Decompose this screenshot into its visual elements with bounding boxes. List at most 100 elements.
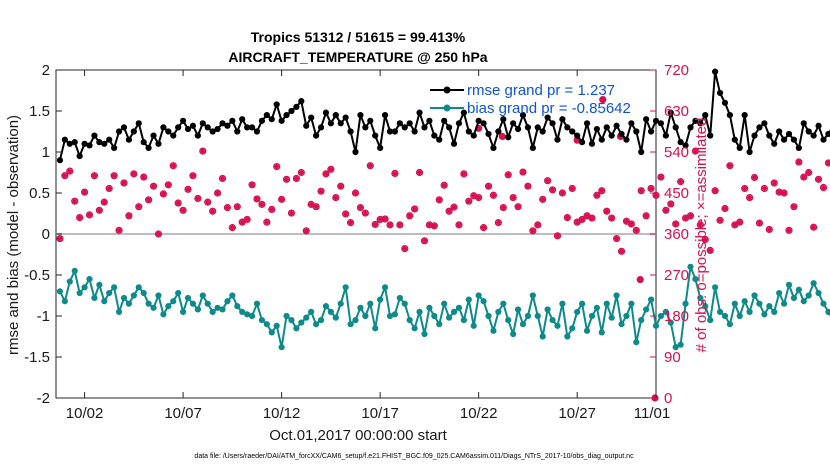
obs-assimilated-point xyxy=(682,214,689,222)
bias-point xyxy=(194,306,201,313)
obs-assimilated-point xyxy=(475,194,482,201)
rmse-series xyxy=(56,68,830,164)
bias-point xyxy=(736,312,743,320)
rmse-point xyxy=(115,128,123,135)
x-tick-label: 10/07 xyxy=(164,405,202,422)
obs-assimilated-point xyxy=(224,204,231,211)
obs-assimilated-point xyxy=(485,182,492,190)
rmse-point xyxy=(120,124,128,131)
y-axis-label-left: rmse and bias (model - observation) xyxy=(5,115,22,355)
rmse-point xyxy=(278,117,285,124)
rmse-point xyxy=(322,109,330,116)
obs-assimilated-point xyxy=(539,196,546,203)
bias-point xyxy=(569,325,576,332)
rmse-point xyxy=(81,140,88,147)
rmse-point xyxy=(189,122,197,129)
rmse-point xyxy=(712,68,719,75)
bias-point xyxy=(495,308,502,315)
obs-assimilated-point xyxy=(150,182,157,190)
rmse-point xyxy=(401,124,408,131)
rmse-point xyxy=(574,132,581,139)
bias-point xyxy=(618,321,625,328)
obs-assimilated-point xyxy=(761,185,768,192)
obs-assimilated-point xyxy=(692,147,699,155)
obs-assimilated-point xyxy=(421,237,428,245)
legend-rmse-label: rmse grand pr = 1.237 xyxy=(467,82,615,99)
bias-point xyxy=(288,317,295,324)
bias-point xyxy=(298,319,305,326)
rmse-point xyxy=(667,109,674,116)
obs-assimilated-point xyxy=(716,217,724,224)
bias-point xyxy=(248,312,256,320)
bias-point xyxy=(574,308,581,315)
bias-point xyxy=(490,327,497,334)
bias-point xyxy=(175,289,182,297)
bias-point xyxy=(692,276,699,283)
obs-assimilated-point xyxy=(71,198,78,205)
obs-assimilated-point xyxy=(662,207,670,214)
obs-assimilated-point xyxy=(243,216,251,223)
obs-assimilated-point xyxy=(825,159,830,167)
obs-assimilated-point xyxy=(253,195,261,203)
bias-point xyxy=(150,304,157,311)
rmse-point xyxy=(505,134,512,141)
rmse-point xyxy=(106,136,113,143)
bias-point xyxy=(598,329,605,336)
rmse-point xyxy=(214,125,221,133)
obs-assimilated-point xyxy=(91,172,98,179)
bias-point xyxy=(647,296,655,303)
bias-point xyxy=(756,300,763,307)
obs-assimilated-point xyxy=(633,227,640,234)
obs-assimilated-point xyxy=(465,198,473,205)
bias-point xyxy=(352,317,359,324)
bias-point xyxy=(450,308,458,315)
bias-point xyxy=(800,298,807,305)
right-axis-ticks: 720 630 540 450 360 270 180 90 0 xyxy=(650,62,689,407)
obs-assimilated-point xyxy=(790,203,798,210)
obs-assimilated-point xyxy=(362,209,369,217)
obs-assimilated-point xyxy=(145,196,152,204)
legend-bias-marker xyxy=(443,104,451,112)
rmse-point xyxy=(721,99,729,106)
obs-assimilated-point xyxy=(500,204,507,211)
obs-assimilated-point xyxy=(312,203,320,210)
rmse-point xyxy=(633,128,640,135)
obs-assimilated-point xyxy=(396,221,404,229)
left-tick-label: -2 xyxy=(37,390,50,407)
obs-assimilated-point xyxy=(766,226,773,233)
bias-point xyxy=(751,292,758,299)
bias-point xyxy=(179,308,187,315)
bias-point xyxy=(613,292,620,299)
rmse-point xyxy=(224,122,231,129)
rmse-point xyxy=(175,124,182,131)
x-tick-label: 10/22 xyxy=(460,405,498,422)
rmse-point xyxy=(524,124,532,131)
bias-line xyxy=(59,265,830,349)
rmse-point xyxy=(184,125,192,133)
rmse-point xyxy=(436,136,443,143)
rmse-point xyxy=(160,124,167,131)
bias-point xyxy=(776,289,783,297)
rmse-point xyxy=(455,120,463,127)
rmse-point xyxy=(293,103,300,110)
obs-assimilated-point xyxy=(810,223,817,231)
obs-assimilated-point xyxy=(283,176,290,183)
bias-point xyxy=(347,321,354,328)
rmse-point xyxy=(510,120,517,127)
obs-assimilated-point xyxy=(800,173,807,181)
obs-assimilated-point xyxy=(288,209,295,217)
obs-assimilated-point xyxy=(278,196,285,203)
obs-highlight-point xyxy=(498,132,506,141)
rmse-point xyxy=(731,136,738,143)
bias-point xyxy=(815,289,822,297)
obs-assimilated-point xyxy=(179,207,187,214)
obs-assimilated-point xyxy=(731,221,739,229)
rmse-point xyxy=(623,136,630,143)
rmse-point xyxy=(470,132,477,139)
obs-assimilated-point xyxy=(440,182,448,189)
rmse-point xyxy=(209,128,216,135)
x-tick-label: 11/01 xyxy=(634,405,670,422)
obs-assimilated-point xyxy=(248,181,256,188)
obs-assimilated-point xyxy=(578,216,586,223)
obs-assimilated-point xyxy=(647,185,655,192)
